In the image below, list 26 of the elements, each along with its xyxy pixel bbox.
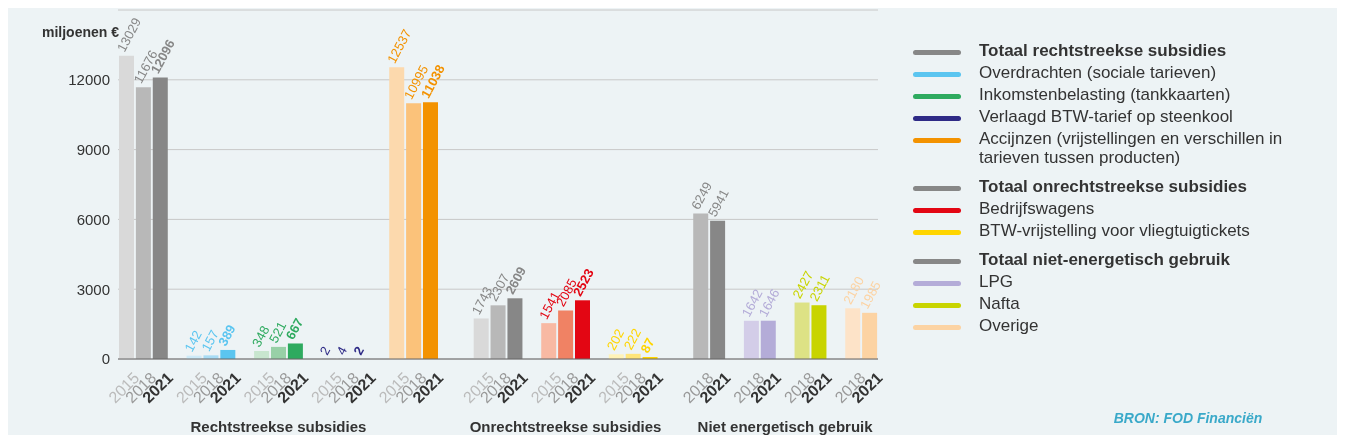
legend-label: BTW-vrijstelling voor vliegtuigtickets <box>979 221 1251 240</box>
text: Rechtstreekse subsidies <box>189 418 368 435</box>
legend-label: Totaal niet-energetisch gebruik <box>979 250 1231 269</box>
y-tick-label: 6000 <box>76 210 110 228</box>
y-tick-label: 9000 <box>76 140 110 158</box>
data-label: 2 <box>316 343 334 358</box>
y-tick-label: 3000 <box>76 280 110 298</box>
legend-label: Nafta <box>979 294 1021 313</box>
text: Onrechtstreekse subsidies <box>469 418 662 435</box>
data-label: 12537 <box>384 26 415 66</box>
y-tick-label: 12000 <box>68 71 110 89</box>
legend-label: Bedrijfswagens <box>979 199 1096 218</box>
text: BRON: FOD Financiën <box>1112 410 1264 426</box>
data-label: 4 <box>333 343 351 358</box>
y-tick-label: 0 <box>101 350 110 368</box>
legend-label: Verlaagd BTW-tarief op steenkool <box>979 107 1234 126</box>
y-axis-title: miljoenen € <box>42 24 120 40</box>
legend-label: Overige <box>979 316 1040 335</box>
text: Niet energetisch gebruik <box>697 418 873 435</box>
legend-label: Accijnzen (vrijstellingen en verschillen in tarieven tussen producten) <box>979 129 1284 167</box>
legend-label: Totaal onrechtstreekse subsidies <box>979 177 1248 196</box>
legend-label: Totaal rechtstreekse subsidies <box>979 41 1228 60</box>
legend-label: Overdrachten (sociale tarieven) <box>979 63 1218 82</box>
legend-label: LPG <box>979 272 1015 291</box>
data-label: 2 <box>350 343 367 358</box>
legend-label: Inkomstenbelasting (tankkaarten) <box>979 85 1232 104</box>
